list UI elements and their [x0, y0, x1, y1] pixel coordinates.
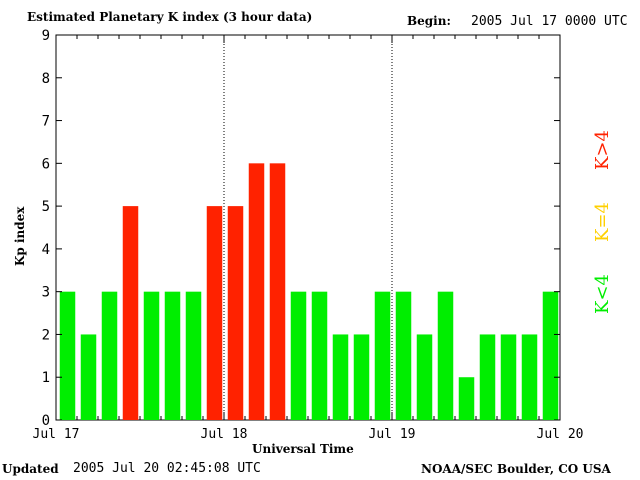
legend-high: K>4 [592, 130, 613, 170]
kp-bar [248, 163, 265, 421]
y-tick-label: 7 [42, 114, 50, 130]
y-tick-label: 9 [42, 28, 50, 44]
kp-bar [353, 334, 370, 420]
kp-bar [416, 334, 433, 420]
kp-bar [269, 163, 286, 421]
updated-value: 2005 Jul 20 02:45:08 UTC [73, 461, 261, 476]
y-axis-label: Kp index [13, 206, 27, 266]
kp-bar [206, 206, 223, 420]
updated-label: Updated [2, 462, 59, 476]
kp-bar [185, 291, 202, 420]
x-tick-label: Jul 19 [369, 427, 416, 442]
kp-bar [500, 334, 517, 420]
kp-bar [458, 377, 475, 420]
kp-bar [101, 291, 118, 420]
y-tick-label: 5 [42, 199, 50, 215]
kp-bar [542, 291, 559, 420]
kp-bar [332, 334, 349, 420]
kp-bar [227, 206, 244, 420]
y-tick-label: 6 [42, 156, 50, 172]
kp-bar [311, 291, 328, 420]
kp-bar [59, 291, 76, 420]
legend-mid: K=4 [592, 202, 613, 242]
y-tick-label: 3 [42, 285, 50, 301]
x-tick-label: Jul 20 [537, 427, 584, 442]
begin-label: Begin: [407, 14, 451, 28]
kp-bar [479, 334, 496, 420]
y-tick-label: 0 [42, 413, 50, 429]
kp-bar [143, 291, 160, 420]
y-tick-label: 8 [42, 71, 50, 87]
legend-low: K<4 [592, 274, 613, 314]
x-tick-label: Jul 18 [201, 427, 248, 442]
kp-bar [437, 291, 454, 420]
y-tick-label: 4 [42, 242, 50, 258]
y-tick-label: 2 [42, 327, 50, 343]
kp-bar [290, 291, 307, 420]
x-tick-label: Jul 17 [33, 427, 80, 442]
kp-bar [164, 291, 181, 420]
begin-value: 2005 Jul 17 0000 UTC [471, 14, 628, 29]
kp-bar [80, 334, 97, 420]
kp-bar [395, 291, 412, 420]
kp-bar [374, 291, 391, 420]
kp-bar [122, 206, 139, 420]
kp-bar [521, 334, 538, 420]
chart-title: Estimated Planetary K index (3 hour data… [27, 10, 313, 24]
credit-label: NOAA/SEC Boulder, CO USA [421, 462, 611, 476]
y-tick-label: 1 [42, 370, 50, 386]
x-axis-label: Universal Time [252, 442, 354, 456]
